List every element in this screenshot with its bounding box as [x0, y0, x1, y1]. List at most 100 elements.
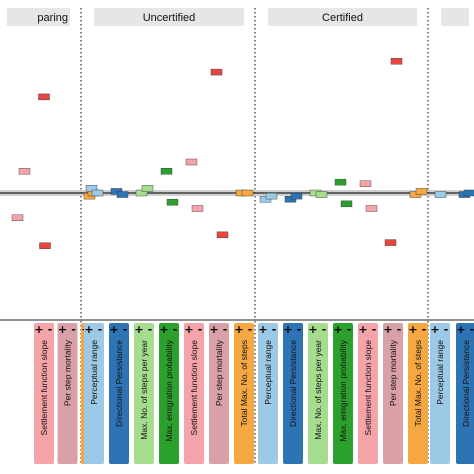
- category-label: Max. emigration probability: [338, 339, 348, 441]
- category-sign-minus: -: [372, 323, 377, 336]
- data-point: [39, 242, 51, 249]
- category-label: Directional Persistance: [461, 340, 471, 427]
- category-label: Max. emigration probability: [164, 339, 174, 441]
- category-box: [84, 323, 104, 464]
- category-sign-minus: -: [198, 323, 203, 336]
- data-point: [11, 214, 24, 222]
- category-sign-plus: +: [358, 323, 367, 336]
- category-sign-plus: +: [308, 323, 317, 336]
- category-box: [159, 323, 179, 464]
- category-sign-minus: -: [444, 323, 449, 336]
- category-sign-plus: +: [58, 323, 67, 336]
- data-point: [241, 189, 254, 197]
- data-point: [290, 192, 303, 200]
- data-point: [340, 200, 353, 208]
- panel-strip: [441, 8, 469, 26]
- data-point: [18, 168, 31, 175]
- category-box: [134, 323, 154, 464]
- data-point: [265, 192, 278, 200]
- data-point: [415, 188, 428, 195]
- category-label: Perceptual range: [263, 340, 273, 405]
- category-sign-plus: +: [109, 323, 118, 336]
- category-box: [383, 323, 403, 464]
- category-sign-minus: -: [48, 323, 53, 336]
- category-sign-plus: +: [234, 323, 243, 336]
- category-sign-minus: -: [123, 323, 128, 336]
- category-box: [258, 323, 278, 464]
- category-sign-plus: +: [333, 323, 342, 336]
- data-point: [463, 189, 474, 197]
- panel-title: Certified: [322, 12, 363, 24]
- category-sign-minus: -: [248, 323, 253, 336]
- category-sign-plus: +: [34, 323, 43, 336]
- category-box: [283, 323, 303, 464]
- data-point: [135, 189, 148, 197]
- data-point: [91, 189, 104, 197]
- category-box: [308, 323, 328, 464]
- panel-strip: [268, 8, 417, 26]
- category-box: [34, 323, 54, 464]
- data-point: [38, 93, 50, 101]
- category-sign-plus: +: [134, 323, 143, 336]
- category-sign-plus: +: [456, 323, 465, 336]
- data-point: [116, 191, 129, 198]
- panel-title: Uncertified: [143, 12, 196, 24]
- data-point: [365, 205, 378, 212]
- category-label: Per step mortality: [63, 339, 73, 406]
- panel-title: paring: [37, 12, 68, 24]
- data-point: [315, 191, 328, 198]
- category-label: Directional Persistance: [288, 340, 298, 427]
- category-box: [358, 323, 378, 464]
- category-label: Max. No. of steps per year: [139, 340, 149, 440]
- data-point: [216, 231, 229, 239]
- category-sign-plus: +: [383, 323, 392, 336]
- category-sign-minus: -: [71, 323, 76, 336]
- category-label: Total Max. No. of steps: [239, 340, 249, 426]
- category-sign-minus: -: [148, 323, 153, 336]
- panel-strip: [7, 8, 70, 26]
- category-sign-plus: +: [408, 323, 417, 336]
- category-label: Perceptual range: [89, 340, 99, 405]
- category-box: [333, 323, 353, 464]
- category-sign-minus: -: [422, 323, 427, 336]
- data-point: [434, 191, 447, 198]
- category-box: [408, 323, 428, 464]
- category-sign-plus: +: [84, 323, 93, 336]
- data-point: [334, 178, 347, 186]
- category-sign-minus: -: [397, 323, 402, 336]
- data-point: [384, 239, 397, 246]
- category-sign-minus: -: [347, 323, 352, 336]
- category-sign-plus: +: [283, 323, 292, 336]
- category-box: [234, 323, 254, 464]
- category-sign-plus: +: [159, 323, 168, 336]
- data-point: [185, 158, 198, 166]
- category-sign-plus: +: [430, 323, 439, 336]
- category-sign-minus: -: [297, 323, 302, 336]
- data-point: [359, 180, 372, 187]
- category-sign-minus: -: [223, 323, 228, 336]
- category-sign-minus: -: [272, 323, 277, 336]
- category-label: Settlement function slope: [189, 340, 199, 436]
- category-box: [184, 323, 204, 464]
- data-point: [390, 58, 403, 65]
- panel-strip: [94, 8, 244, 26]
- data-point: [85, 185, 98, 192]
- category-label: Per step mortality: [214, 339, 224, 406]
- category-box: [456, 323, 474, 464]
- category-label: Settlement function slope: [39, 340, 49, 436]
- category-label: Directional Persistance: [114, 340, 124, 427]
- category-box: [57, 323, 78, 464]
- category-label: Perceptual range: [435, 340, 445, 405]
- category-box: [430, 323, 450, 464]
- category-label: Settlement function slope: [363, 340, 373, 436]
- category-label: Max. No. of steps per year: [313, 340, 323, 440]
- data-point: [191, 205, 204, 212]
- data-point: [210, 68, 223, 76]
- category-sign-minus: -: [98, 323, 103, 336]
- data-point: [160, 168, 173, 175]
- data-point: [166, 199, 179, 206]
- category-box: [109, 323, 129, 464]
- data-point: [141, 185, 154, 192]
- category-box: [209, 323, 229, 464]
